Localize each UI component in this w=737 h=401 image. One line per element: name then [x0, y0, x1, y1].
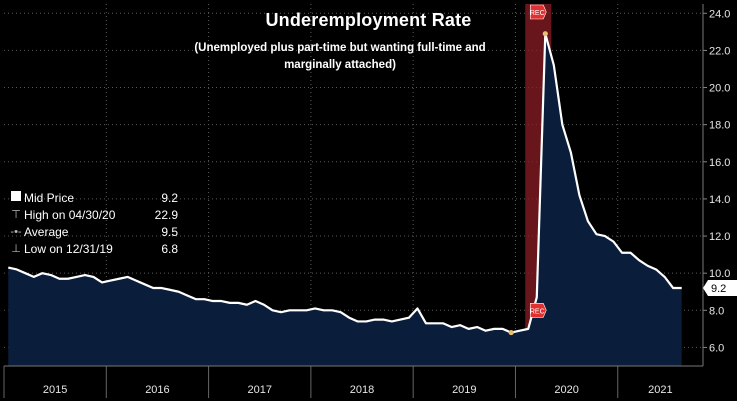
y-tick-label: 10.0: [709, 268, 730, 280]
y-tick-label: 24.0: [709, 8, 730, 20]
series-line: [8, 32, 682, 334]
recession-tag-label: REC: [530, 308, 545, 315]
legend-box-icon: [8, 190, 24, 207]
x-tick-label: 2019: [452, 384, 476, 396]
series-area: [8, 33, 682, 366]
last-value-label: 9.2: [711, 283, 726, 295]
x-tick-label: 2017: [247, 384, 271, 396]
high-marker-icon: ⊤: [11, 209, 21, 221]
y-tick-label: 6.0: [709, 342, 724, 354]
last-value-box: [703, 280, 737, 297]
legend-label: Average: [24, 225, 69, 239]
y-tick-label: 14.0: [709, 194, 730, 206]
y-tick-label: 12.0: [709, 231, 730, 243]
y-tick-label: 16.0: [709, 157, 730, 169]
legend-value: 9.5: [161, 225, 178, 239]
legend-label: Mid Price: [24, 191, 75, 205]
x-tick-label: 2021: [648, 384, 672, 396]
extreme-marker: [542, 31, 548, 37]
legend-value: 22.9: [154, 208, 178, 222]
extreme-marker: [508, 329, 514, 336]
x-tick-label: 2020: [554, 384, 578, 396]
legend-item-high: ⊤ High on 04/30/20 22.9: [8, 207, 178, 224]
legend: Mid Price 9.2 ⊤ High on 04/30/20 22.9 -•…: [8, 190, 178, 258]
legend-item-mid-price: Mid Price 9.2: [8, 190, 178, 207]
x-tick-label: 2015: [43, 384, 67, 396]
y-tick-label: 18.0: [709, 120, 730, 132]
recession-tag-label: REC: [530, 10, 545, 17]
y-tick-label: 20.0: [709, 83, 730, 95]
recession-tag: [529, 303, 547, 318]
x-tick-label: 2018: [350, 384, 374, 396]
chart-title: Underemployment Rate: [265, 10, 472, 30]
legend-value: 9.2: [161, 191, 178, 205]
recession-tag: [529, 4, 547, 20]
y-tick-label: 22.0: [709, 45, 730, 57]
legend-label: Low on 12/31/19: [24, 242, 113, 256]
chart-subtitle: (Unemployed plus part-time but wanting f…: [194, 42, 486, 71]
legend-item-average: -•- Average 9.5: [8, 224, 178, 241]
average-marker-icon: -•-: [10, 226, 22, 238]
legend-item-low: ⊥ Low on 12/31/19 6.8: [8, 241, 178, 258]
legend-label: High on 04/30/20: [24, 208, 116, 222]
x-tick-label: 2016: [145, 384, 169, 396]
low-marker-icon: ⊥: [11, 243, 21, 255]
y-tick-label: 8.0: [709, 305, 724, 317]
legend-value: 6.8: [161, 242, 178, 256]
